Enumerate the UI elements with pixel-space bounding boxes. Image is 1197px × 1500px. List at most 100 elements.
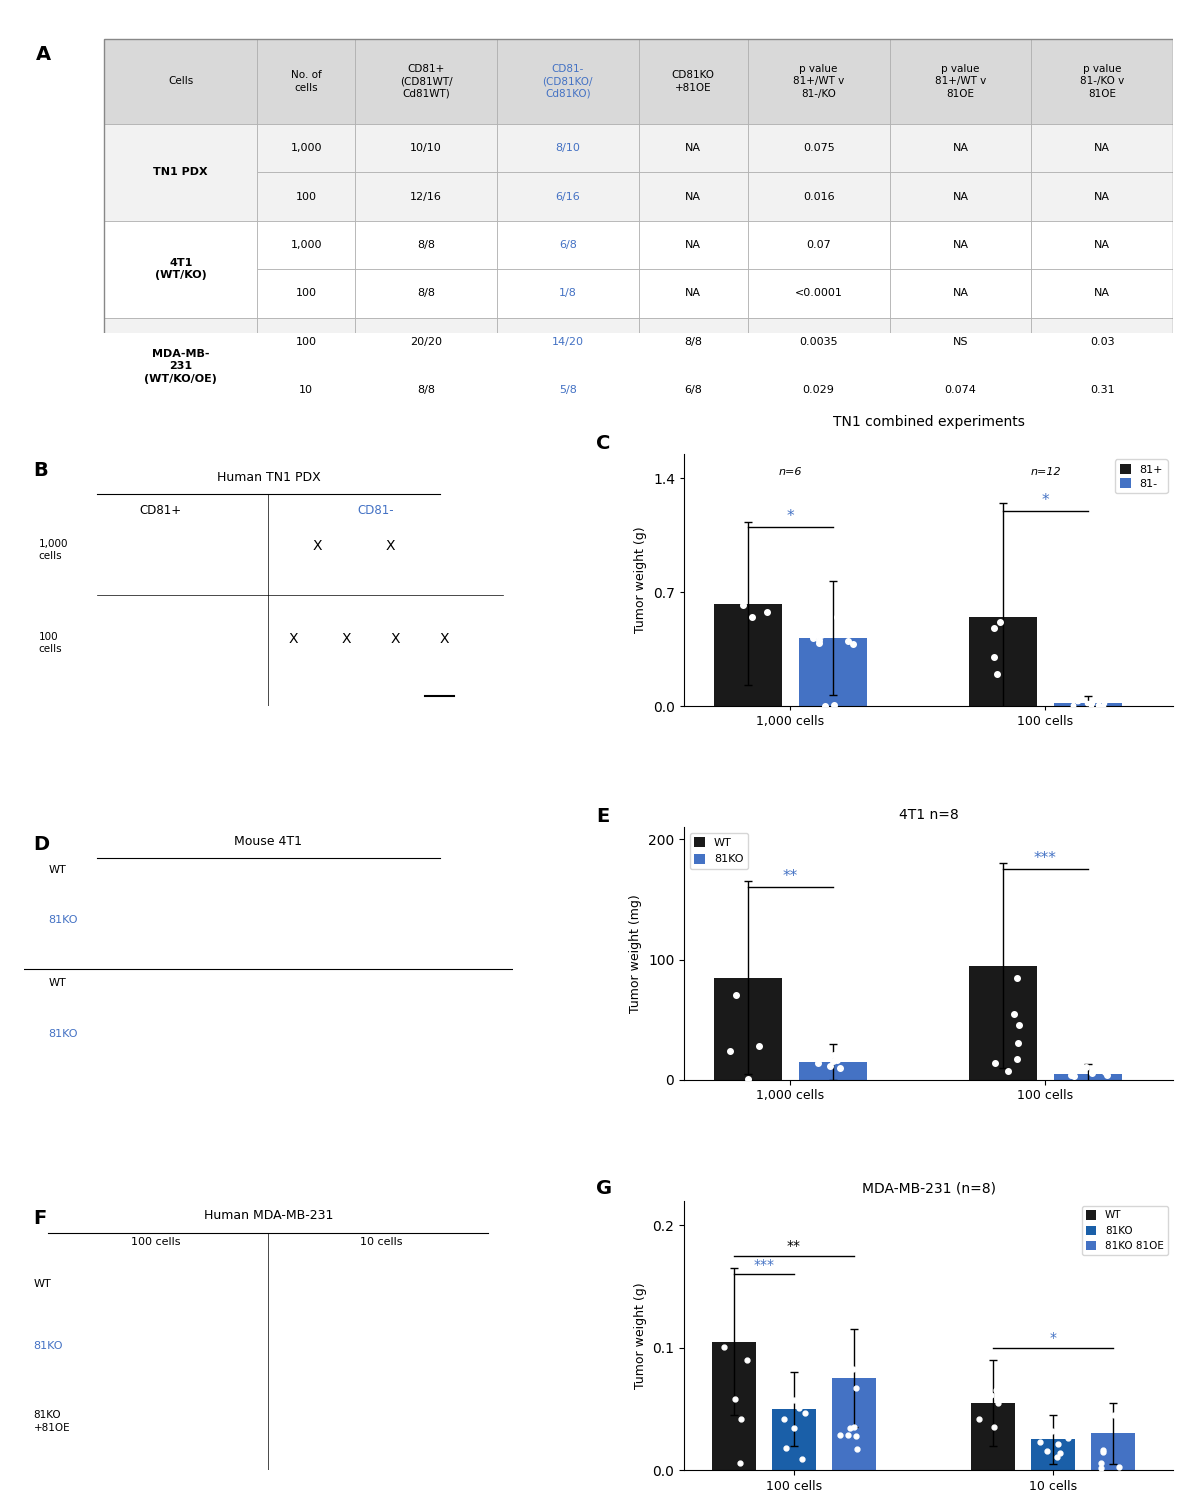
FancyBboxPatch shape [257, 318, 356, 366]
Y-axis label: Tumor weight (mg): Tumor weight (mg) [630, 894, 643, 1013]
FancyBboxPatch shape [497, 318, 639, 366]
FancyBboxPatch shape [356, 172, 497, 220]
Text: n=12: n=12 [1031, 466, 1061, 477]
Text: NA: NA [685, 288, 701, 298]
Bar [968, 616, 1037, 706]
Text: X: X [263, 1026, 273, 1039]
Text: X: X [390, 632, 400, 646]
Text: X: X [156, 1338, 165, 1352]
Text: NA: NA [953, 192, 968, 201]
Text: <0.0001: <0.0001 [795, 288, 843, 298]
Text: Human TN1 PDX: Human TN1 PDX [217, 471, 321, 484]
Title: MDA-MB-231 (n=8): MDA-MB-231 (n=8) [862, 1182, 996, 1196]
Text: Human MDA-MB-231: Human MDA-MB-231 [203, 1209, 333, 1222]
Text: X: X [141, 1026, 151, 1039]
Text: X: X [450, 912, 458, 927]
Text: CD81-: CD81- [358, 504, 394, 518]
Legend: WT, 81KO, 81KO 81OE: WT, 81KO, 81KO 81OE [1082, 1206, 1168, 1255]
Text: Cells: Cells [168, 76, 194, 87]
FancyBboxPatch shape [356, 124, 497, 172]
Text: 0.31: 0.31 [1089, 386, 1114, 396]
FancyBboxPatch shape [748, 39, 889, 125]
Text: 100 cells: 100 cells [132, 1236, 181, 1246]
Text: X: X [385, 1026, 395, 1039]
Text: Mouse 4T1: Mouse 4T1 [235, 834, 303, 848]
Text: *: * [1041, 492, 1050, 507]
FancyBboxPatch shape [356, 366, 497, 414]
Text: 6/8: 6/8 [685, 386, 703, 396]
Text: *: * [1050, 1330, 1057, 1346]
FancyBboxPatch shape [356, 39, 497, 125]
Text: 0.029: 0.029 [803, 386, 834, 396]
Text: CD81+: CD81+ [140, 504, 182, 518]
Text: 6/16: 6/16 [555, 192, 581, 201]
FancyBboxPatch shape [889, 268, 1032, 318]
Text: p value
81+/WT v
81OE: p value 81+/WT v 81OE [935, 64, 986, 99]
FancyBboxPatch shape [639, 39, 748, 125]
Text: X: X [420, 1338, 430, 1352]
Text: X: X [439, 632, 449, 646]
Text: 8/8: 8/8 [417, 240, 435, 250]
Text: 0.075: 0.075 [803, 142, 834, 153]
FancyBboxPatch shape [257, 172, 356, 220]
Text: X: X [420, 1410, 430, 1425]
Text: NA: NA [953, 142, 968, 153]
Bar [798, 638, 867, 706]
Text: X: X [288, 632, 298, 646]
FancyBboxPatch shape [639, 366, 748, 414]
Text: 8/10: 8/10 [555, 142, 581, 153]
Text: X: X [381, 1338, 390, 1352]
FancyBboxPatch shape [748, 366, 889, 414]
Text: 81KO
+81OE: 81KO +81OE [34, 1410, 71, 1432]
Text: 20/20: 20/20 [411, 338, 442, 346]
FancyBboxPatch shape [748, 172, 889, 220]
Text: 14/20: 14/20 [552, 338, 584, 346]
Bar [772, 1408, 816, 1470]
Text: X: X [450, 1026, 458, 1039]
FancyBboxPatch shape [1032, 318, 1173, 366]
Text: X: X [347, 1338, 357, 1352]
Text: No. of
cells: No. of cells [291, 70, 322, 93]
Text: WT: WT [48, 865, 66, 874]
Text: 4T1
(WT/KO): 4T1 (WT/KO) [154, 258, 207, 280]
FancyBboxPatch shape [1032, 124, 1173, 172]
Text: 8/8: 8/8 [417, 288, 435, 298]
Text: 0.07: 0.07 [807, 240, 831, 250]
Bar [713, 978, 782, 1080]
Text: 100
cells: 100 cells [38, 633, 62, 654]
FancyBboxPatch shape [104, 39, 257, 125]
Bar [832, 1378, 876, 1470]
FancyBboxPatch shape [1032, 39, 1173, 125]
Text: 10/10: 10/10 [411, 142, 442, 153]
Text: 81KO: 81KO [48, 1029, 78, 1039]
Text: 10: 10 [299, 386, 314, 396]
Text: NA: NA [685, 240, 701, 250]
FancyBboxPatch shape [356, 268, 497, 318]
Text: NA: NA [953, 288, 968, 298]
Text: p value
81-/KO v
81OE: p value 81-/KO v 81OE [1080, 64, 1124, 99]
Text: 81KO: 81KO [48, 915, 78, 926]
Text: n=6: n=6 [778, 466, 802, 477]
FancyBboxPatch shape [889, 172, 1032, 220]
Text: X: X [205, 1026, 214, 1039]
Text: WT: WT [48, 978, 66, 988]
FancyBboxPatch shape [497, 220, 639, 268]
FancyBboxPatch shape [639, 172, 748, 220]
FancyBboxPatch shape [748, 124, 889, 172]
Text: G: G [596, 1179, 612, 1198]
Text: 10 cells: 10 cells [359, 1236, 402, 1246]
FancyBboxPatch shape [257, 39, 356, 125]
FancyBboxPatch shape [1032, 366, 1173, 414]
FancyBboxPatch shape [639, 268, 748, 318]
Bar [968, 966, 1037, 1080]
Text: 1,000: 1,000 [291, 240, 322, 250]
Text: 12/16: 12/16 [411, 192, 442, 201]
Text: NA: NA [1094, 142, 1110, 153]
FancyBboxPatch shape [497, 172, 639, 220]
Text: TN1 PDX: TN1 PDX [153, 168, 208, 177]
Text: NA: NA [685, 142, 701, 153]
Title: 4T1 n=8: 4T1 n=8 [899, 808, 959, 822]
FancyBboxPatch shape [1032, 268, 1173, 318]
Text: D: D [34, 836, 50, 854]
FancyBboxPatch shape [104, 124, 257, 220]
